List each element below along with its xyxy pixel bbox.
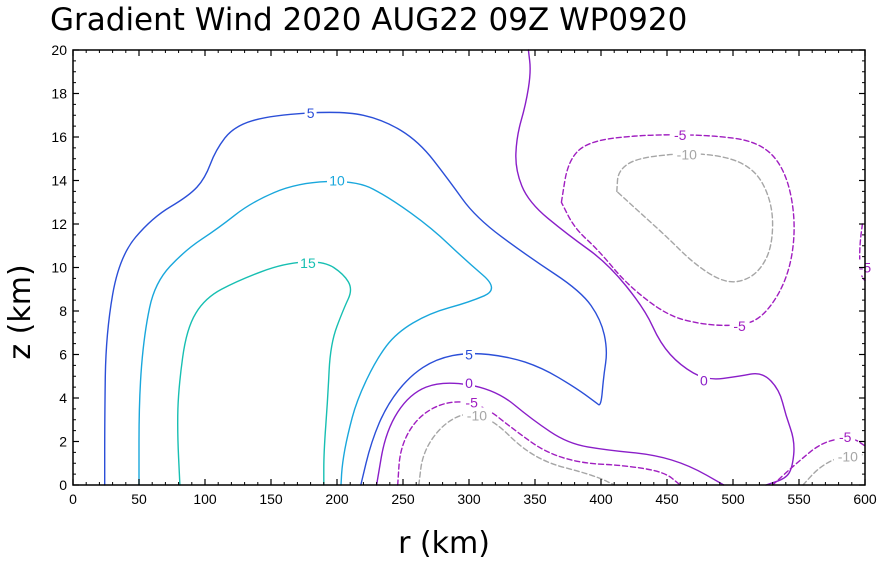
contour-label: -5 xyxy=(733,318,746,334)
contour-label: 0 xyxy=(700,373,708,389)
contour-label-background xyxy=(835,429,856,446)
x-tick-label: 0 xyxy=(69,491,77,507)
contour-label: 5 xyxy=(465,347,473,363)
contour-label-background xyxy=(304,105,317,122)
y-tick-label: 8 xyxy=(59,303,67,319)
contour-label-background xyxy=(463,374,475,391)
y-tick-label: 10 xyxy=(51,260,67,276)
contour-line-0 xyxy=(375,382,725,486)
contour-line-10 xyxy=(138,180,493,486)
x-axis-label: r (km) xyxy=(398,526,490,561)
contour-label-background xyxy=(833,448,862,465)
contour-label-background xyxy=(672,146,701,163)
contour-label-background xyxy=(729,318,750,335)
contour-label: -5 xyxy=(674,127,687,143)
contour-label: -5 xyxy=(465,394,478,410)
contour-line-minus5 xyxy=(859,223,866,282)
chart-title: Gradient Wind 2020 AUG22 09Z WP0920 xyxy=(50,2,687,38)
contour-line-15 xyxy=(177,261,352,486)
contour-line-minus5 xyxy=(560,134,795,327)
contour-label-background xyxy=(461,394,482,411)
y-tick-label: 20 xyxy=(51,42,67,58)
y-tick-label: 14 xyxy=(51,173,67,189)
contour-label-background xyxy=(463,346,475,363)
contour-label: -10 xyxy=(677,146,697,162)
contour-label-background xyxy=(697,372,710,389)
contour-line-minus10 xyxy=(616,153,774,283)
x-tick-label: 450 xyxy=(655,491,679,507)
x-tick-label: 300 xyxy=(457,491,481,507)
y-tick-label: 12 xyxy=(51,216,67,232)
y-axis-label: z (km) xyxy=(3,264,38,359)
contour-label-background xyxy=(327,172,347,189)
y-tick-label: 6 xyxy=(59,347,67,363)
contour-line-5 xyxy=(103,111,608,486)
y-axis: 0 2 4 6 8 10 12 14 16 18 20 xyxy=(51,42,865,493)
y-tick-label: 18 xyxy=(51,86,67,102)
x-tick-label: 200 xyxy=(325,491,349,507)
x-tick-label: 350 xyxy=(523,491,547,507)
x-tick-label: 150 xyxy=(259,491,283,507)
y-tick-label: 2 xyxy=(59,434,67,450)
x-tick-label: 550 xyxy=(787,491,811,507)
contour-label-background xyxy=(462,407,491,424)
y-tick-label: 16 xyxy=(51,129,67,145)
contour-line-minus10 xyxy=(418,413,615,486)
contour-line-minus5 xyxy=(397,401,681,486)
y-tick-label: 0 xyxy=(59,477,67,493)
contour-label: 10 xyxy=(329,173,345,189)
contour-label: 0 xyxy=(465,375,473,391)
x-tick-label: 100 xyxy=(193,491,217,507)
contour-label-background xyxy=(670,126,691,143)
contour-label: -10 xyxy=(838,449,858,465)
x-axis: 0 50 100 150 200 250 300 350 400 450 500 550 600 xyxy=(69,50,877,507)
contour-line-0 xyxy=(515,49,795,486)
contour-label: -10 xyxy=(467,407,487,423)
contour-label: 5 xyxy=(307,105,315,121)
x-tick-label: 600 xyxy=(853,491,877,507)
y-tick-label: 4 xyxy=(59,390,67,406)
x-tick-label: 50 xyxy=(131,491,147,507)
x-tick-label: 500 xyxy=(721,491,745,507)
contour-label: -5 xyxy=(839,429,852,445)
contour-label-background xyxy=(297,255,318,272)
x-tick-label: 400 xyxy=(589,491,613,507)
contour-label: 15 xyxy=(300,255,316,271)
x-tick-label: 250 xyxy=(391,491,415,507)
